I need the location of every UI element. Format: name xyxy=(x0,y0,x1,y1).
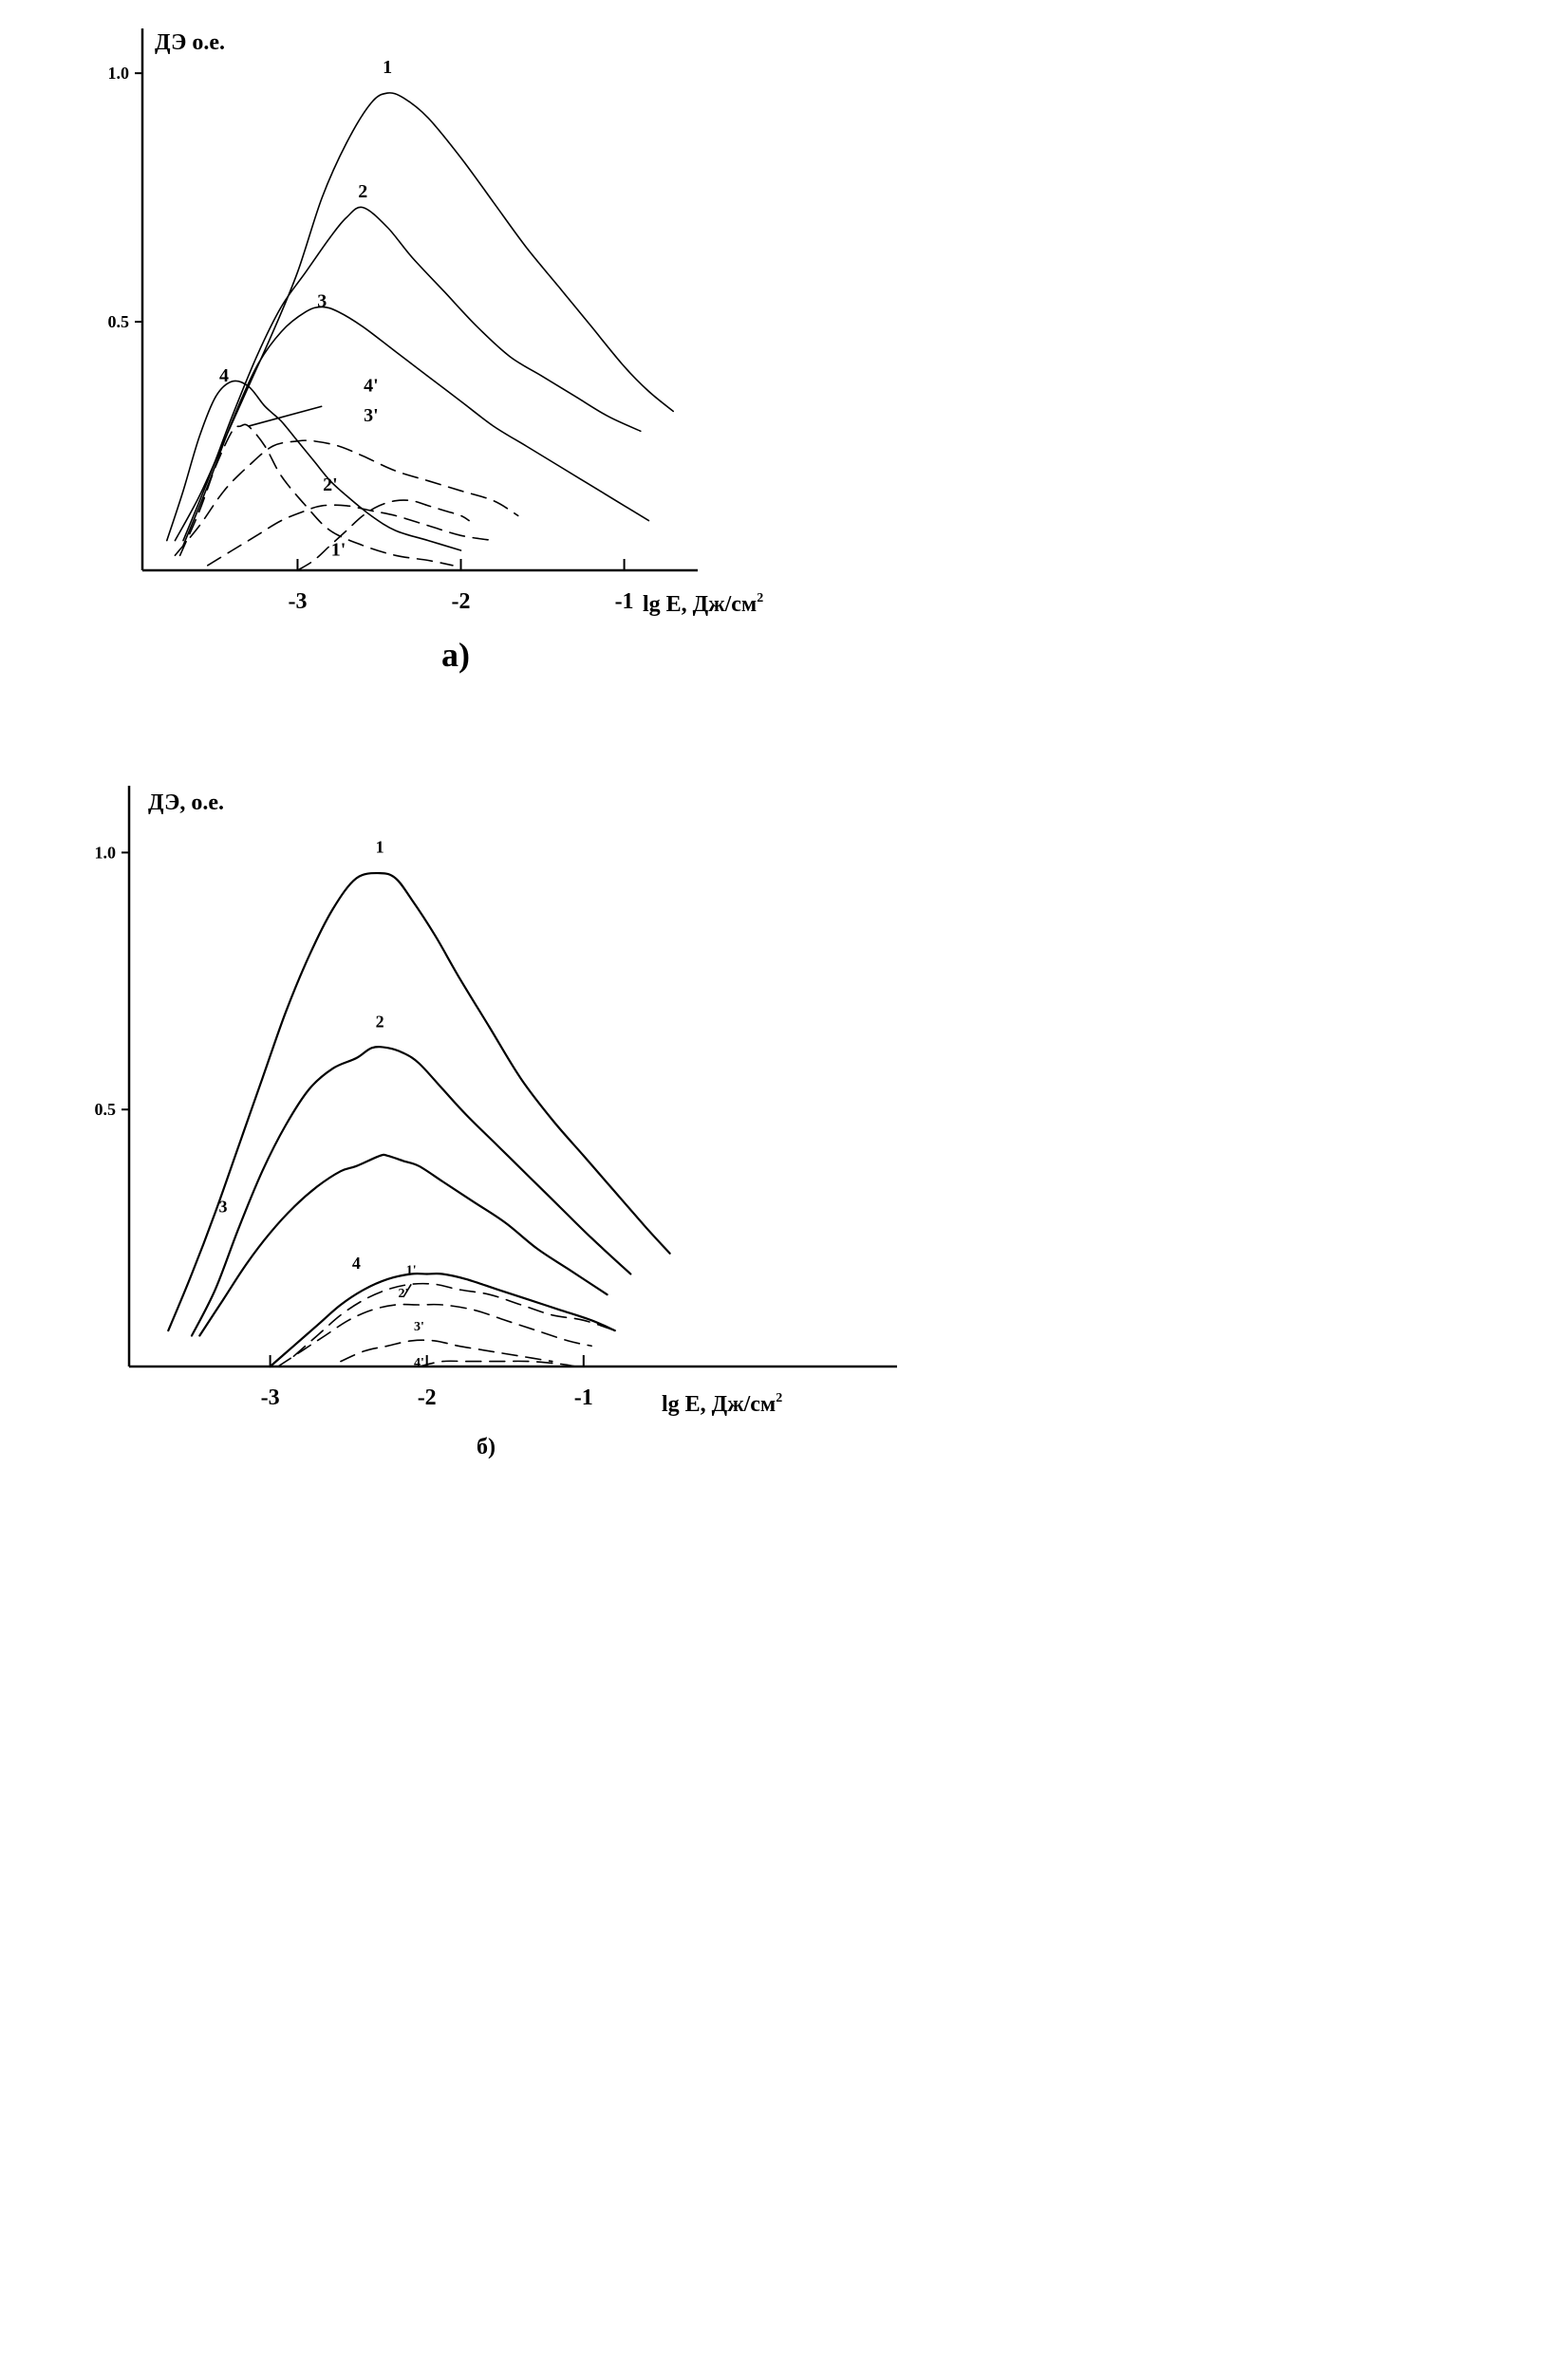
series-line-a-8 xyxy=(178,423,454,567)
series-label-b-7: 3' xyxy=(414,1320,424,1334)
series-labels-a: 1 2 3 4 1' 2' 3' 4' xyxy=(219,57,392,560)
series-label-a-3: 3 xyxy=(317,290,327,311)
series-label-b-6: 2' xyxy=(398,1287,408,1301)
series-label-b-2: 2 xyxy=(376,1013,384,1032)
series-line-a-7 xyxy=(174,439,519,557)
series-label-a-5: 1' xyxy=(331,539,346,560)
series-label-b-1: 1 xyxy=(376,837,384,856)
y-tick-label-b-1: 0.5 xyxy=(95,1100,117,1119)
series-line-b-2 xyxy=(190,1046,632,1337)
series-label-b-3: 3 xyxy=(219,1198,228,1217)
x-tick-label-a-2: -1 xyxy=(615,589,634,614)
x-axis-label-a: lg E, Дж/см2 xyxy=(643,591,763,617)
y-tick-label-a-0: 1.0 xyxy=(108,64,130,83)
series-label-a-7: 3' xyxy=(364,405,379,426)
series-line-b-3 xyxy=(198,1153,608,1337)
x-axis-label-b: lg E, Дж/см2 xyxy=(662,1391,782,1417)
figure: ДЭ о.е. lg E, Дж/см2 а) -3 -2 -1 1.0 0.5 1 2 3… xyxy=(95,28,897,1460)
series-line-a-1 xyxy=(174,92,674,542)
series-line-b-4 xyxy=(269,1273,616,1368)
y-axis-label-a: ДЭ о.е. xyxy=(155,30,225,55)
curves-a xyxy=(166,92,674,571)
series-line-a-4 xyxy=(166,380,462,551)
series-line-b-1 xyxy=(167,871,671,1332)
curves-b xyxy=(167,871,671,1368)
x-tick-label-b-2: -1 xyxy=(574,1385,593,1410)
x-tick-label-b-1: -2 xyxy=(418,1385,437,1410)
leader-line-a xyxy=(248,405,323,427)
series-label-a-4: 4 xyxy=(219,365,229,386)
y-tick-label-a-1: 0.5 xyxy=(108,312,130,331)
y-axis-label-b: ДЭ, о.е. xyxy=(148,790,224,815)
series-line-a-2 xyxy=(182,206,642,542)
series-line-b-6 xyxy=(277,1303,592,1367)
series-line-a-5 xyxy=(296,499,470,571)
series-line-a-6 xyxy=(207,504,495,567)
leader-line-b xyxy=(402,1283,412,1298)
x-tick-label-a-0: -3 xyxy=(288,589,307,614)
chart-panel-a: ДЭ о.е. lg E, Дж/см2 а) -3 -2 -1 1.0 0.5 1 2 3… xyxy=(108,28,763,674)
series-line-a-3 xyxy=(182,306,650,547)
series-line-b-8 xyxy=(418,1360,577,1367)
series-label-b-5: 1' xyxy=(406,1264,417,1278)
series-label-b-4: 4 xyxy=(352,1254,361,1273)
x-tick-label-b-0: -3 xyxy=(261,1385,280,1410)
series-label-a-8: 4' xyxy=(364,375,379,396)
caption-b: б) xyxy=(477,1435,496,1460)
ticks-a: -3 -2 -1 1.0 0.5 xyxy=(108,64,634,614)
series-labels-b: 1 2 3 4 1' 2' 3' 4' xyxy=(219,837,424,1370)
x-tick-label-a-1: -2 xyxy=(452,589,471,614)
chart-panel-b: ДЭ, о.е. lg E, Дж/см2 б) -3 -2 -1 1.0 0.5 1 2… xyxy=(95,786,897,1460)
y-tick-label-b-0: 1.0 xyxy=(95,843,117,862)
series-label-a-2: 2 xyxy=(358,181,367,202)
caption-a: а) xyxy=(441,636,470,674)
series-line-b-5 xyxy=(292,1282,616,1357)
series-line-b-7 xyxy=(340,1339,553,1363)
ticks-b: -3 -2 -1 1.0 0.5 xyxy=(95,843,593,1410)
series-label-b-8: 4' xyxy=(414,1356,424,1370)
series-label-a-6: 2' xyxy=(323,474,338,495)
series-label-a-1: 1 xyxy=(383,57,392,78)
